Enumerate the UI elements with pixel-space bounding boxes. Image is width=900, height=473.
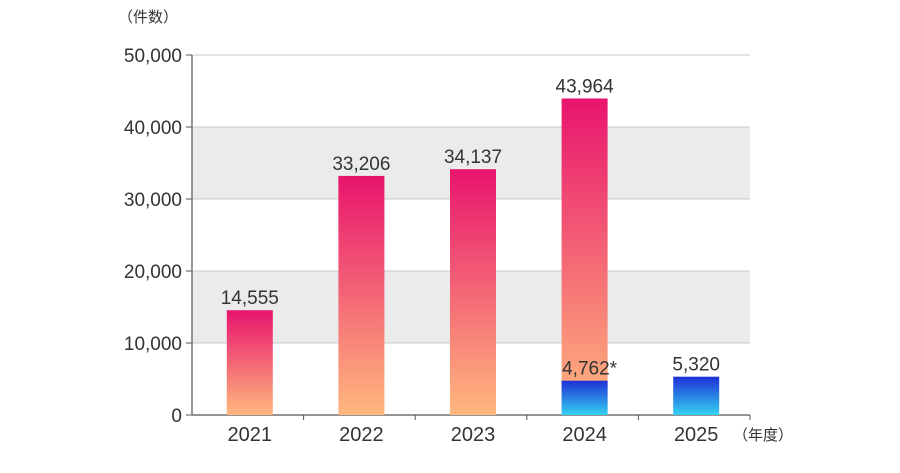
x-tick-label: 2023	[451, 424, 496, 446]
y-tick-label: 0	[171, 406, 182, 427]
x-tick-label: 2025	[674, 424, 719, 446]
data-label-2021: 14,555	[221, 288, 279, 309]
bar-2025-s1	[673, 376, 720, 415]
data-label-2022: 33,206	[332, 154, 390, 175]
x-axis-unit: （年度）	[733, 427, 793, 444]
y-tick-label: 10,000	[124, 334, 182, 355]
y-tick-label: 30,000	[124, 190, 182, 211]
data-label-2024: 4,762*	[562, 359, 618, 380]
bar-2022-s0	[338, 175, 385, 415]
data-label-2025: 5,320	[672, 355, 720, 376]
bar-2021-s0	[226, 310, 273, 415]
x-tick-label: 2024	[562, 424, 607, 446]
x-tick-label: 2022	[339, 424, 384, 446]
bar-2023-s0	[450, 169, 496, 415]
y-tick-label: 20,000	[124, 262, 182, 283]
bar-2024-s0	[561, 98, 608, 415]
y-tick-label: 40,000	[124, 118, 182, 139]
data-label-2024: 43,964	[556, 76, 615, 97]
y-axis-unit: （件数）	[118, 9, 178, 26]
bar-2024-s1	[561, 380, 608, 415]
bars	[226, 98, 720, 415]
data-label-2023: 34,137	[444, 147, 502, 168]
x-tick-label: 2021	[228, 424, 273, 446]
y-tick-label: 50,000	[124, 46, 182, 67]
labels: 14,555 33,206 34,137 43,964 4,762* 5,320	[221, 76, 720, 379]
